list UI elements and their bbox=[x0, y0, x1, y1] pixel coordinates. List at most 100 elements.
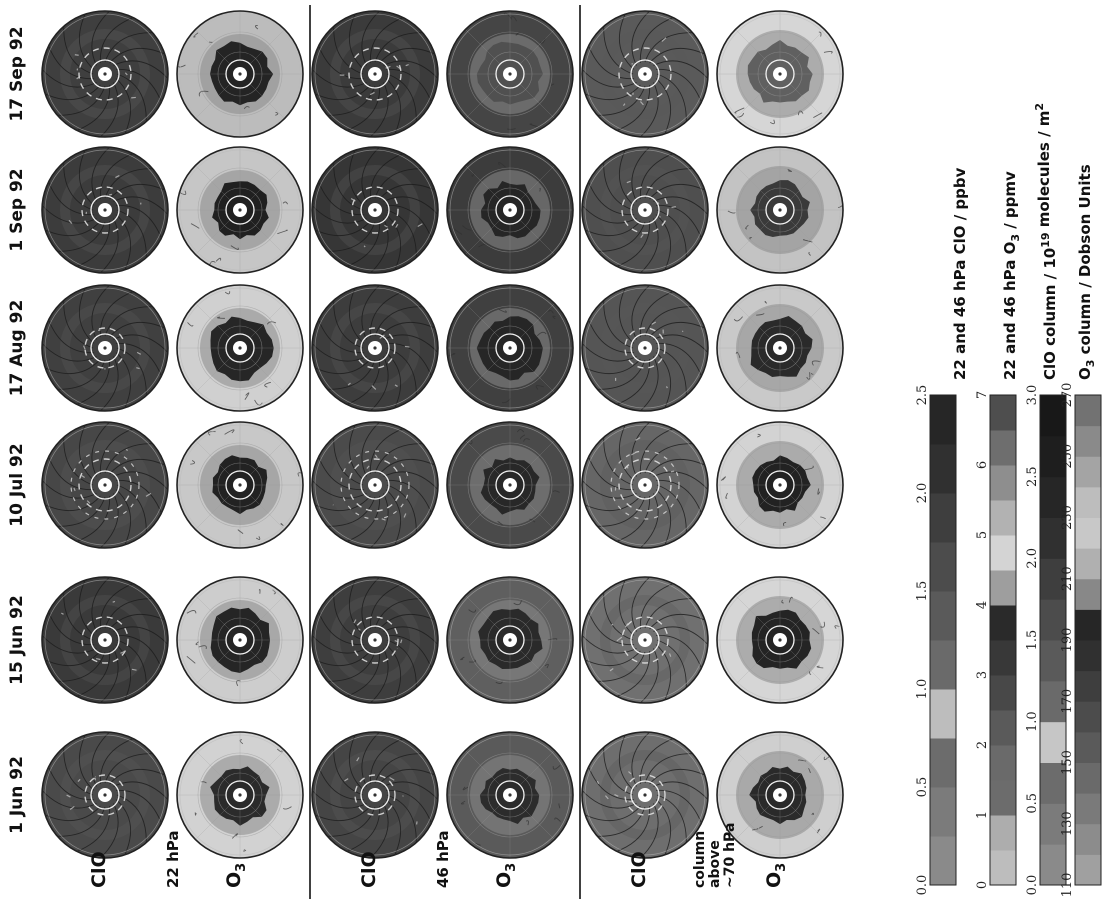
colorbar-tick: 150 bbox=[1060, 750, 1075, 775]
colorbar-tick: 2 bbox=[975, 741, 990, 749]
colorbar-segment bbox=[1075, 609, 1101, 641]
o3-22hpa-map bbox=[176, 576, 304, 704]
colorbar-segment bbox=[930, 787, 956, 837]
colorbar-tick: 3 bbox=[975, 671, 990, 679]
date-label: 10 Jul 92 bbox=[7, 443, 27, 526]
colorbar-segment bbox=[1040, 476, 1066, 518]
level-label: 46 hPa bbox=[434, 831, 452, 889]
colorbar-segment bbox=[1040, 558, 1066, 600]
colorbar-segment bbox=[1075, 578, 1101, 610]
o3-22hpa-map bbox=[176, 284, 304, 412]
colorbar-segment bbox=[1075, 731, 1101, 763]
colorbar-segment bbox=[1040, 435, 1066, 478]
colorbar-segment bbox=[990, 780, 1016, 816]
colorbar-segment bbox=[930, 640, 956, 690]
colorbar-segment bbox=[1040, 395, 1066, 437]
colorbar-segment bbox=[1075, 395, 1101, 427]
colorbar-tick: 0.0 bbox=[1025, 875, 1040, 896]
clo-46hpa-map bbox=[311, 10, 439, 138]
legend-title-clo-ppbv: 22 and 46 hPa ClO / ppbv bbox=[951, 167, 969, 380]
colorbar-tick: 0.0 bbox=[915, 875, 930, 896]
colorbar-segment bbox=[1075, 456, 1101, 488]
group-dividers bbox=[309, 5, 581, 899]
colorbar-tick: 6 bbox=[975, 461, 990, 469]
colorbar-segment bbox=[990, 605, 1016, 641]
polar-maps-grid bbox=[41, 10, 844, 859]
colorbar-tick: 1 bbox=[975, 811, 990, 819]
figure-labels: 1 Jun 92 15 Jun 92 10 Jul 92 17 Aug 92 1 Sep… bbox=[7, 26, 789, 888]
clo-22hpa-map bbox=[41, 576, 169, 704]
o3-column-map bbox=[716, 421, 844, 549]
o3-22hpa-map bbox=[176, 146, 304, 274]
colorbar-segment bbox=[930, 738, 956, 788]
o3-46hpa-map bbox=[446, 146, 574, 274]
legend-title-o3-ppmv: 22 and 46 hPa O3 / ppmv bbox=[1001, 171, 1022, 380]
colorbar-segment bbox=[930, 395, 956, 445]
date-label: 15 Jun 92 bbox=[7, 595, 27, 685]
o3-46hpa-map bbox=[446, 284, 574, 412]
colorbar-segment bbox=[990, 745, 1016, 781]
colorbar-segment bbox=[930, 493, 956, 543]
colorbar-tick: 110 bbox=[1060, 873, 1075, 898]
colorbar-2: 0 1 2 3 4 5 6 7 bbox=[975, 391, 1017, 889]
o3-22hpa-map bbox=[176, 421, 304, 549]
colorbar-segment bbox=[990, 395, 1016, 431]
colorbar-segment bbox=[1075, 701, 1101, 733]
clo-46hpa-map bbox=[311, 146, 439, 274]
o3-column-map bbox=[716, 10, 844, 138]
species-label-o3: O3 bbox=[223, 863, 249, 888]
species-label-clo: ClO bbox=[358, 851, 380, 888]
o3-column-map bbox=[716, 576, 844, 704]
colorbar-segment bbox=[990, 640, 1016, 676]
colorbar-segment bbox=[990, 675, 1016, 711]
colorbar-tick: 130 bbox=[1060, 811, 1075, 836]
clo-column-map bbox=[581, 731, 709, 859]
clo-22hpa-map bbox=[41, 731, 169, 859]
colorbar-segment bbox=[990, 850, 1016, 886]
date-label: 17 Aug 92 bbox=[7, 300, 27, 397]
o3-46hpa-map bbox=[446, 10, 574, 138]
clo-22hpa-map bbox=[41, 146, 169, 274]
clo-column-map bbox=[581, 10, 709, 138]
colorbar-tick: 270 bbox=[1060, 383, 1075, 408]
colorbar-tick: 0 bbox=[975, 881, 990, 889]
clo-46hpa-map bbox=[311, 731, 439, 859]
colorbar-segment bbox=[930, 591, 956, 641]
colorbar-segment bbox=[930, 542, 956, 592]
colorbar-tick: 5 bbox=[975, 531, 990, 539]
colorbar-segment bbox=[1075, 670, 1101, 702]
colorbar-segment bbox=[1075, 793, 1101, 825]
colorbar-segment bbox=[990, 430, 1016, 466]
colorbar-tick: 1.5 bbox=[915, 581, 930, 602]
colorbar-segment bbox=[1075, 425, 1101, 457]
level-label-line: above bbox=[707, 840, 723, 888]
colorbar-tick: 2.5 bbox=[1025, 466, 1040, 487]
date-label: 1 Sep 92 bbox=[7, 168, 27, 251]
level-label-line: ~70 hPa bbox=[722, 823, 738, 888]
colorbar-tick: 3.0 bbox=[1025, 385, 1040, 406]
clo-22hpa-map bbox=[41, 421, 169, 549]
colorbar-tick: 230 bbox=[1060, 505, 1075, 530]
colorbar-tick: 2.5 bbox=[915, 385, 930, 406]
colorbar-segment bbox=[1040, 640, 1066, 682]
o3-46hpa-map bbox=[446, 421, 574, 549]
colorbar-tick: 0.5 bbox=[915, 777, 930, 798]
level-label: 22 hPa bbox=[164, 831, 182, 889]
colorbar-tick: 2.0 bbox=[1025, 548, 1040, 569]
colorbar-tick: 2.0 bbox=[915, 483, 930, 504]
colorbar-segment bbox=[990, 500, 1016, 536]
colorbar-segment bbox=[1075, 486, 1101, 518]
o3-46hpa-map bbox=[446, 576, 574, 704]
date-label: 17 Sep 92 bbox=[7, 26, 27, 121]
colorbar-tick: 1.0 bbox=[915, 679, 930, 700]
colorbar-tick: 1.0 bbox=[1025, 711, 1040, 732]
colorbar-tick: 1.5 bbox=[1025, 630, 1040, 651]
colorbar-segment bbox=[930, 444, 956, 494]
colorbar-segment bbox=[990, 815, 1016, 851]
legend-title-o3-column: O3 column / Dobson Units bbox=[1076, 164, 1097, 380]
o3-22hpa-map bbox=[176, 10, 304, 138]
species-label-clo: ClO bbox=[88, 851, 110, 888]
colorbar-segment bbox=[1075, 854, 1101, 886]
colorbar-tick: 0.5 bbox=[1025, 793, 1040, 814]
